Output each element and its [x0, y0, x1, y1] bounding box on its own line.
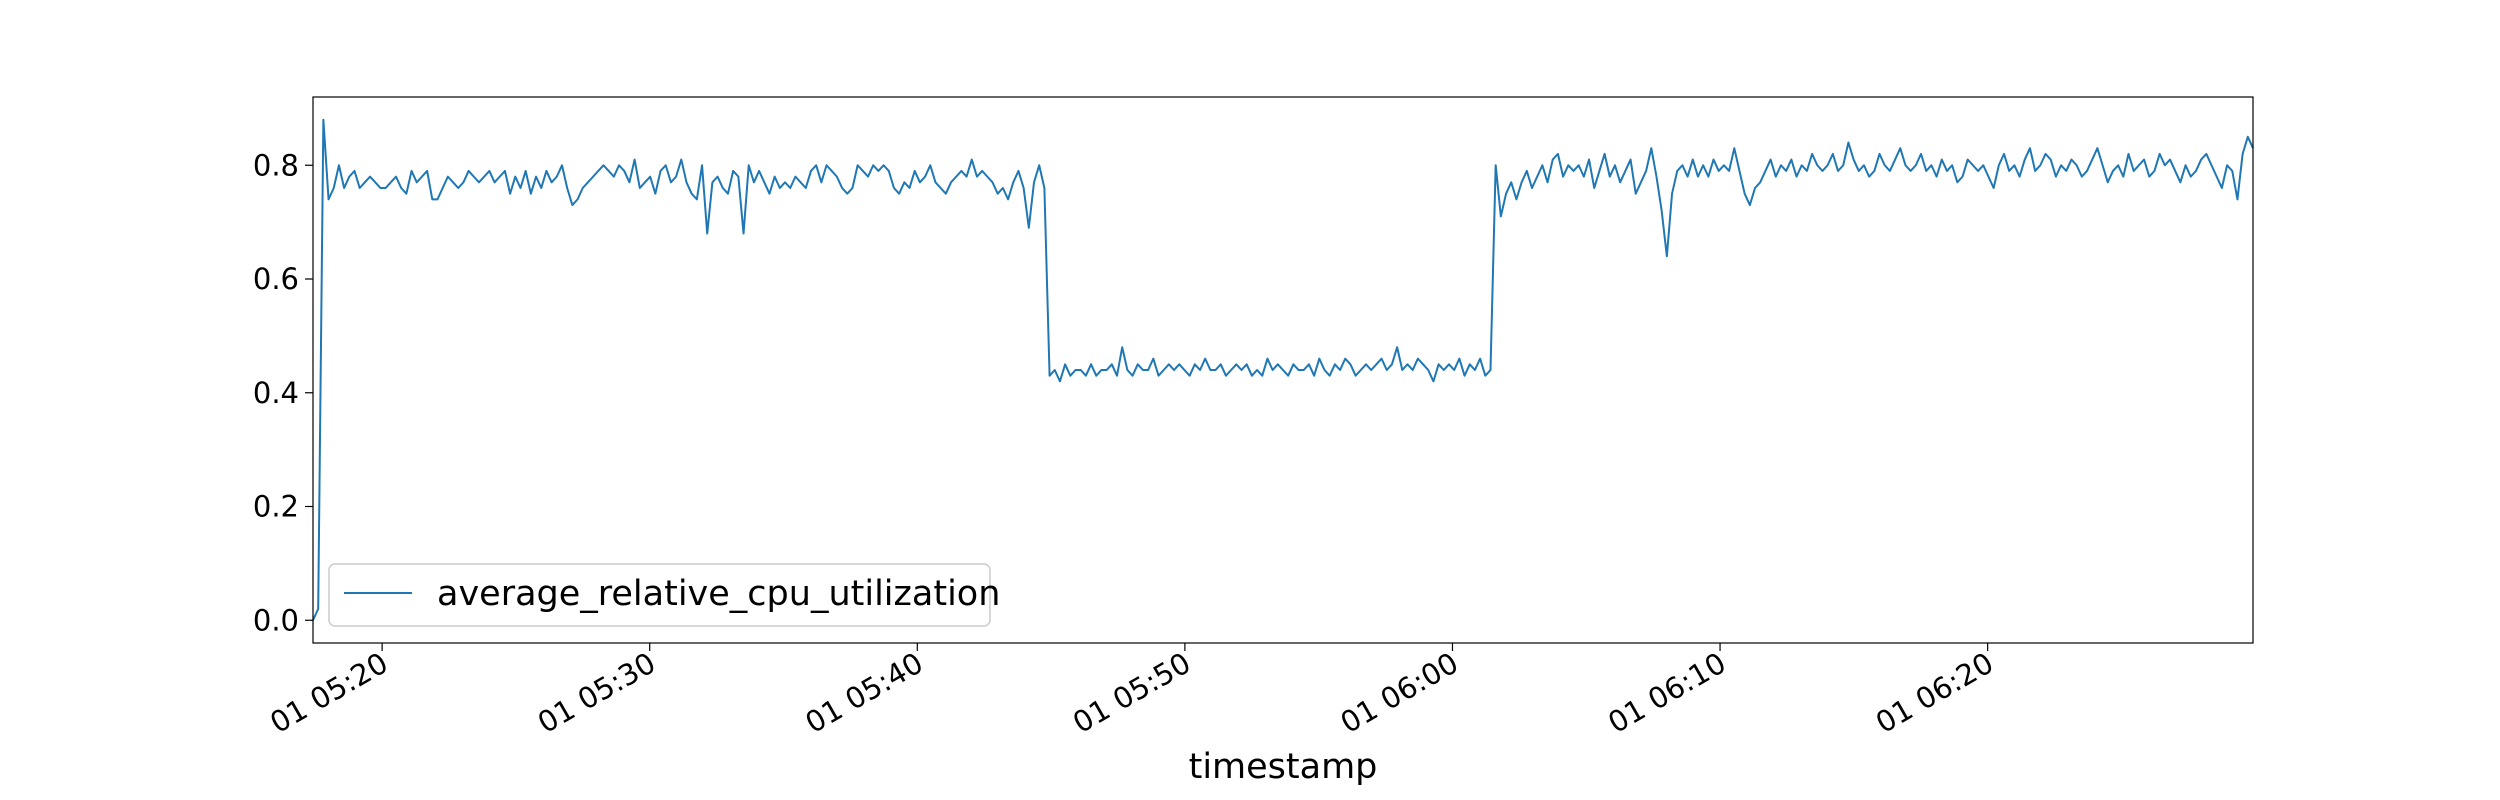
y-axis: 0.0 0.2 0.4 0.6 0.8: [253, 148, 313, 637]
legend-box: [328, 563, 991, 627]
series-layer: [312, 118, 2254, 621]
y-tick-label: 0.0: [253, 603, 299, 637]
x-tick-label: 01 05:30: [532, 646, 661, 740]
plot-frame: [312, 96, 2254, 644]
x-tick-label: 01 06:20: [1870, 646, 1999, 740]
y-tick-label: 0.8: [253, 148, 299, 182]
series-line: [312, 118, 2254, 621]
x-tick-label: 01 05:40: [799, 646, 928, 740]
legend: average_relative_cpu_utilization: [328, 563, 1000, 627]
legend-label: average_relative_cpu_utilization: [437, 574, 1000, 614]
y-tick-label: 0.4: [253, 376, 299, 410]
y-tick-label: 0.2: [253, 490, 299, 524]
x-axis: 01 05:20 01 05:30 01 05:40 01 05:50 01 06:00…: [264, 643, 1999, 740]
x-tick-label: 01 05:20: [264, 646, 393, 740]
y-tick-label: 0.6: [253, 262, 299, 296]
x-tick-label: 01 06:00: [1335, 646, 1464, 740]
x-tick-label: 01 06:10: [1602, 646, 1731, 740]
x-axis-title: timestamp: [1189, 747, 1378, 787]
x-tick-label: 01 05:50: [1067, 646, 1196, 740]
